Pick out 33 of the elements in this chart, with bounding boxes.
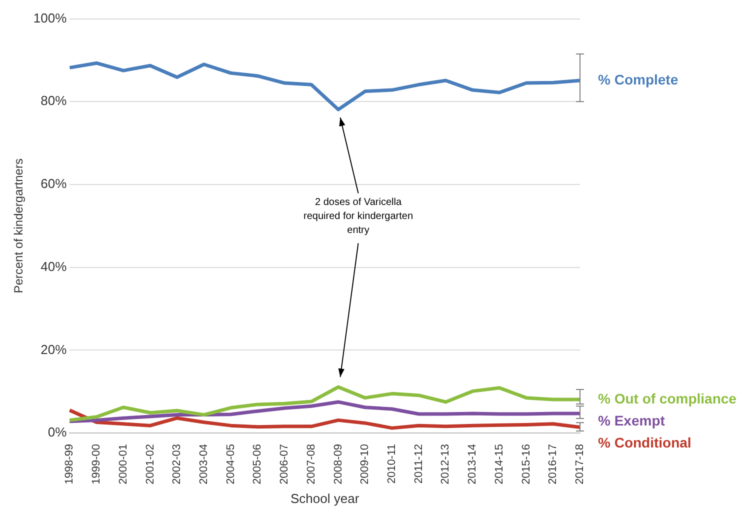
- y-tick-label: 100%: [33, 10, 68, 26]
- x-tick-label: 2016-17: [547, 444, 560, 484]
- x-tick-label: 2015-16: [520, 444, 532, 484]
- y-axis-title: Percent of kindergartners: [12, 158, 26, 294]
- x-tick-label: 2011-12: [412, 444, 425, 484]
- series-label: % Exempt: [598, 412, 666, 428]
- x-tick-label: 2014-15: [493, 444, 506, 484]
- y-tick-label: 80%: [40, 93, 68, 108]
- x-tick-label: 2008-09: [332, 444, 344, 484]
- x-tick-label: 2007-08: [305, 444, 318, 484]
- series-label: % Complete: [598, 71, 678, 88]
- x-tick-label: 2009-10: [359, 444, 372, 484]
- x-tick-label: 2005-06: [252, 444, 264, 484]
- series-label: % Out of compliance: [598, 390, 737, 406]
- x-tick-label: 2017-18: [574, 444, 586, 484]
- y-tick-label: 0%: [48, 424, 68, 440]
- x-tick-label: 1998-99: [64, 444, 76, 484]
- y-tick-label: 20%: [40, 342, 68, 357]
- x-tick-label: 2006-07: [278, 444, 291, 484]
- x-tick-label: 1999-00: [90, 444, 103, 484]
- x-tick-label: 2013-14: [466, 444, 479, 484]
- annotation: 2 doses of Varicella required for kindergarten entry: [303, 197, 414, 236]
- x-tick-label: 2000-01: [117, 444, 130, 484]
- y-tick-label: 40%: [40, 258, 68, 274]
- series-label: % Conditional: [598, 434, 692, 450]
- x-tick-label: 2012-13: [440, 444, 452, 484]
- y-tick-label: 60%: [40, 176, 68, 192]
- x-tick-label: 2010-11: [386, 444, 398, 484]
- x-tick-label: 2003-04: [198, 444, 210, 484]
- x-tick-label: 2002-03: [171, 444, 184, 484]
- x-tick-label: 2004-05: [224, 444, 237, 484]
- x-axis-title: School year: [290, 490, 360, 506]
- x-tick-label: 2001-02: [144, 444, 156, 484]
